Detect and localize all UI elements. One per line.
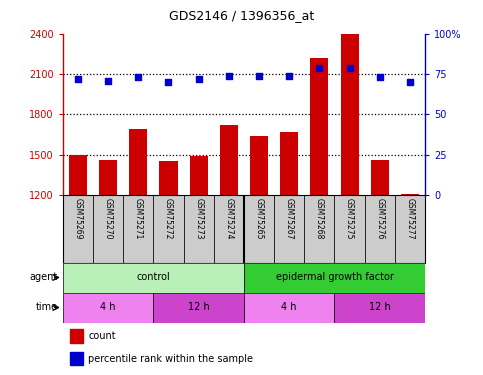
Bar: [159, 161, 178, 195]
Bar: [244, 195, 274, 262]
Bar: [341, 34, 358, 195]
Point: [74, 76, 82, 82]
Text: GSM75276: GSM75276: [375, 198, 384, 240]
Bar: [401, 194, 419, 195]
Text: GSM75265: GSM75265: [255, 198, 264, 240]
Text: percentile rank within the sample: percentile rank within the sample: [88, 354, 253, 364]
Point: [346, 64, 354, 70]
Point: [315, 64, 323, 70]
Text: GSM75272: GSM75272: [164, 198, 173, 240]
Bar: [395, 195, 425, 262]
Bar: [371, 160, 389, 195]
Bar: [184, 195, 213, 262]
Bar: [244, 262, 425, 292]
Bar: [280, 132, 298, 195]
Bar: [63, 262, 244, 292]
Text: 4 h: 4 h: [282, 303, 297, 312]
Point: [195, 76, 202, 82]
Bar: [311, 58, 328, 195]
Text: agent: agent: [30, 273, 58, 282]
Bar: [99, 160, 117, 195]
Bar: [63, 292, 154, 322]
Bar: [244, 292, 334, 322]
Text: 12 h: 12 h: [369, 303, 391, 312]
Point: [406, 79, 414, 85]
Text: GSM75267: GSM75267: [284, 198, 294, 240]
Text: time: time: [36, 303, 58, 312]
Text: control: control: [137, 273, 170, 282]
Bar: [250, 136, 268, 195]
Bar: [70, 329, 83, 343]
Bar: [189, 156, 208, 195]
Point: [165, 79, 172, 85]
Point: [376, 74, 384, 80]
Bar: [123, 195, 154, 262]
Bar: [70, 352, 83, 365]
Bar: [154, 292, 244, 322]
Point: [225, 73, 233, 79]
Text: count: count: [88, 331, 116, 341]
Bar: [129, 129, 147, 195]
Bar: [213, 195, 244, 262]
Text: 4 h: 4 h: [100, 303, 116, 312]
Point: [134, 74, 142, 80]
Point: [255, 73, 263, 79]
Bar: [93, 195, 123, 262]
Point: [104, 78, 112, 84]
Text: GSM75274: GSM75274: [224, 198, 233, 240]
Text: GSM75268: GSM75268: [315, 198, 324, 240]
Bar: [154, 195, 184, 262]
Text: GSM75271: GSM75271: [134, 198, 143, 240]
Bar: [63, 195, 93, 262]
Bar: [334, 292, 425, 322]
Bar: [274, 195, 304, 262]
Text: GDS2146 / 1396356_at: GDS2146 / 1396356_at: [169, 9, 314, 22]
Bar: [69, 154, 87, 195]
Text: GSM75275: GSM75275: [345, 198, 354, 240]
Bar: [304, 195, 334, 262]
Text: 12 h: 12 h: [188, 303, 210, 312]
Text: GSM75273: GSM75273: [194, 198, 203, 240]
Text: GSM75270: GSM75270: [103, 198, 113, 240]
Bar: [334, 195, 365, 262]
Bar: [365, 195, 395, 262]
Text: GSM75269: GSM75269: [73, 198, 83, 240]
Point: [285, 73, 293, 79]
Text: GSM75277: GSM75277: [405, 198, 414, 240]
Bar: [220, 125, 238, 195]
Text: epidermal growth factor: epidermal growth factor: [275, 273, 394, 282]
